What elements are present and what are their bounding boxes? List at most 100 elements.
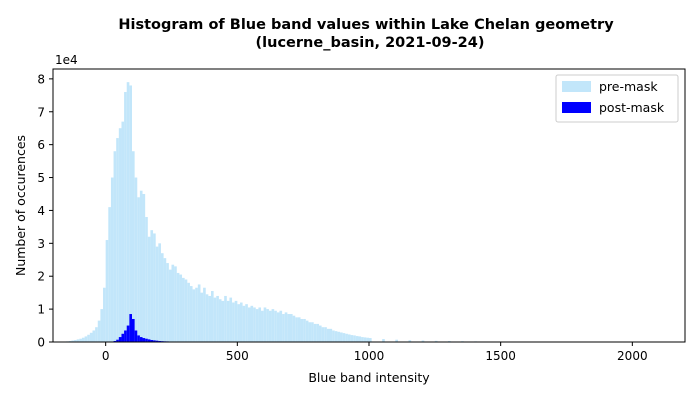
pre-mask-bar — [224, 296, 227, 342]
pre-mask-bar — [322, 327, 325, 342]
pre-mask-bar — [161, 253, 164, 342]
pre-mask-bar — [127, 82, 130, 342]
pre-mask-bar — [106, 240, 109, 342]
pre-mask-bar — [87, 335, 90, 342]
y-tick-label: 2 — [37, 270, 45, 284]
pre-mask-bar — [348, 334, 351, 342]
pre-mask-bar — [166, 263, 169, 342]
pre-mask-bar — [98, 321, 101, 342]
pre-mask-bar — [190, 286, 193, 342]
pre-mask-bar — [129, 85, 132, 342]
post-mask-bar — [127, 326, 130, 342]
pre-mask-bar — [222, 301, 225, 342]
pre-mask-bar — [206, 294, 209, 342]
pre-mask-bar — [108, 207, 111, 342]
pre-mask-bar — [132, 151, 135, 342]
pre-mask-bar — [237, 304, 240, 342]
pre-mask-bar — [124, 92, 127, 342]
pre-mask-bar — [301, 319, 304, 342]
x-tick-label: 0 — [102, 349, 110, 363]
pre-mask-bar — [140, 191, 143, 342]
y-tick-label: 6 — [37, 138, 45, 152]
pre-mask-bar — [172, 265, 175, 342]
pre-mask-bar — [264, 307, 267, 342]
pre-mask-bar — [185, 280, 188, 342]
pre-mask-bar — [335, 331, 338, 342]
pre-mask-bar — [111, 178, 114, 342]
pre-mask-bar — [179, 275, 182, 342]
x-axis-label: Blue band intensity — [308, 370, 430, 385]
pre-mask-bar — [240, 303, 243, 342]
post-mask-bar — [140, 337, 143, 342]
post-mask-bar — [137, 335, 140, 342]
pre-mask-bar — [279, 311, 282, 342]
pre-mask-bar — [314, 324, 317, 342]
pre-mask-bar — [361, 337, 364, 342]
pre-mask-bar — [203, 288, 206, 342]
pre-mask-bar — [369, 338, 372, 342]
pre-mask-bar — [182, 278, 185, 342]
pre-mask-bar — [232, 303, 235, 342]
pre-mask-bar — [316, 324, 319, 342]
pre-mask-bar — [235, 301, 238, 342]
pre-mask-bar — [340, 332, 343, 342]
pre-mask-bar — [208, 296, 211, 342]
pre-mask-bar — [245, 304, 248, 342]
pre-mask-bar — [311, 322, 314, 342]
pre-mask-bar — [195, 288, 198, 342]
y-tick-label: 3 — [37, 237, 45, 251]
legend-label-pre-mask: pre-mask — [599, 79, 658, 94]
pre-mask-bar — [364, 337, 367, 342]
pre-mask-bar — [193, 289, 196, 342]
x-tick-label: 1500 — [485, 349, 516, 363]
chart-title-line-1: Histogram of Blue band values within Lak… — [118, 17, 614, 33]
pre-mask-bar — [358, 336, 361, 342]
pre-mask-bar — [200, 293, 203, 342]
y-tick-label: 5 — [37, 171, 45, 185]
pre-mask-bar — [327, 329, 330, 342]
y-tick-label: 0 — [37, 336, 45, 350]
chart-title-line-2: (lucerne_basin, 2021-09-24) — [256, 35, 485, 51]
pre-mask-bar — [269, 311, 272, 342]
post-mask-bar — [135, 330, 138, 342]
pre-mask-bar — [324, 327, 327, 342]
pre-mask-bar — [119, 128, 122, 342]
pre-mask-bar — [308, 322, 311, 342]
pre-mask-bar — [143, 194, 146, 342]
pre-mask-bar — [82, 338, 85, 342]
post-mask-bar — [121, 334, 124, 342]
y-tick-label: 7 — [37, 105, 45, 119]
pre-mask-bar — [356, 336, 359, 342]
pre-mask-bar — [219, 299, 222, 342]
post-mask-bar — [129, 314, 132, 342]
pre-mask-bar — [293, 316, 296, 342]
pre-mask-bar — [266, 309, 269, 342]
pre-mask-bar — [306, 321, 309, 342]
pre-mask-bar — [303, 319, 306, 342]
pre-mask-bar — [214, 298, 217, 342]
pre-mask-bar — [337, 332, 340, 342]
pre-mask-bar — [248, 307, 251, 342]
pre-mask-bar — [216, 296, 219, 342]
pre-mask-bar — [95, 327, 98, 342]
post-mask-bar — [132, 319, 135, 342]
pre-mask-bar — [366, 338, 369, 342]
pre-mask-bar — [153, 233, 156, 342]
legend-swatch-pre-mask — [562, 81, 591, 92]
pre-mask-bar — [103, 288, 106, 342]
pre-mask-bar — [121, 122, 124, 342]
pre-mask-bar — [287, 314, 290, 342]
pre-mask-bar — [345, 334, 348, 342]
x-tick-label: 1000 — [354, 349, 385, 363]
x-tick-label: 2000 — [617, 349, 648, 363]
y-axis-label: Number of occurences — [13, 135, 28, 276]
pre-mask-bar — [330, 329, 333, 342]
pre-mask-bar — [187, 283, 190, 342]
pre-mask-bar — [243, 306, 246, 342]
pre-mask-bar — [177, 273, 180, 342]
pre-mask-bar — [261, 311, 264, 342]
y-axis-multiplier: 1e4 — [55, 53, 78, 67]
